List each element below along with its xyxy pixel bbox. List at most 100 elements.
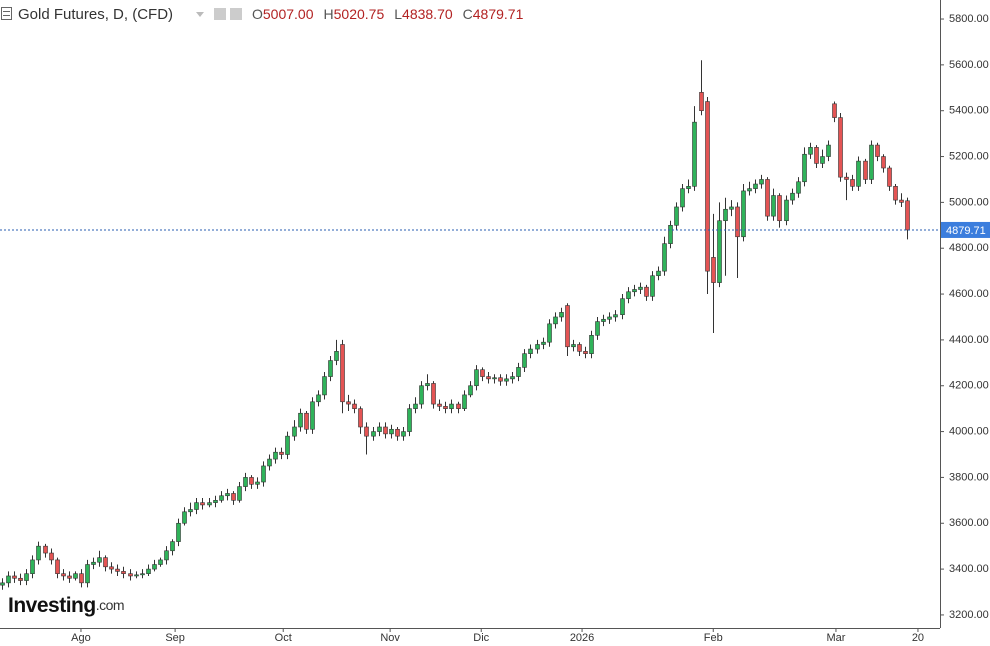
candle-body bbox=[164, 550, 169, 561]
candle-body bbox=[401, 431, 406, 437]
candle-body bbox=[753, 183, 758, 189]
ohlc-label: O bbox=[252, 6, 263, 22]
candle-body bbox=[850, 179, 855, 187]
candle-body bbox=[79, 573, 84, 584]
x-tick-label: Mar bbox=[826, 632, 845, 644]
candle-body bbox=[322, 376, 327, 396]
candle-body bbox=[528, 348, 533, 354]
candle-body bbox=[741, 190, 746, 238]
candle-body bbox=[115, 568, 120, 572]
y-tick-label: 5400.00 bbox=[949, 105, 989, 117]
candle-body bbox=[832, 103, 837, 118]
candle-body bbox=[383, 426, 388, 435]
candle-body bbox=[279, 451, 284, 455]
candle-body bbox=[468, 385, 473, 396]
candle-body bbox=[285, 435, 290, 455]
candle-body bbox=[759, 179, 764, 185]
candle-body bbox=[225, 493, 230, 497]
candle-body bbox=[577, 344, 582, 352]
candle-body bbox=[425, 383, 430, 387]
candle-body bbox=[796, 181, 801, 194]
candle-body bbox=[243, 477, 248, 487]
candle-body bbox=[389, 428, 394, 435]
candle-body bbox=[692, 121, 697, 187]
y-tick-label: 4600.00 bbox=[949, 288, 989, 300]
candle-body bbox=[802, 153, 807, 183]
settings-icon[interactable] bbox=[214, 8, 226, 20]
candle-body bbox=[887, 167, 892, 187]
ohlc-value: 5007.00 bbox=[263, 6, 314, 22]
candle-body bbox=[504, 378, 509, 382]
x-tick-label: Sep bbox=[165, 632, 185, 644]
y-tick-label: 3800.00 bbox=[949, 471, 989, 483]
last-price-label: 4879.71 bbox=[946, 225, 986, 237]
y-tick-label: 4200.00 bbox=[949, 380, 989, 392]
legend: Gold Futures, D, (CFD) O5007.00 H5020.75 L… bbox=[1, 6, 524, 23]
y-tick-label: 4800.00 bbox=[949, 242, 989, 254]
candle-body bbox=[881, 156, 886, 169]
candle-body bbox=[431, 383, 436, 405]
candle-body bbox=[510, 376, 515, 380]
candle-body bbox=[18, 577, 23, 581]
candle-body bbox=[844, 176, 849, 180]
candle-body bbox=[595, 321, 600, 336]
candle-body bbox=[377, 426, 382, 432]
dropdown-arrow[interactable] bbox=[196, 12, 204, 17]
ohlc-label: H bbox=[324, 6, 334, 22]
candle-body bbox=[152, 564, 157, 570]
y-tick-label: 3400.00 bbox=[949, 563, 989, 575]
candle-body bbox=[298, 412, 303, 428]
hide-icon[interactable] bbox=[230, 8, 242, 20]
candle-body bbox=[565, 305, 570, 348]
candle-body bbox=[304, 412, 309, 430]
candle-body bbox=[449, 403, 454, 409]
candle-body bbox=[856, 160, 861, 187]
candle-body bbox=[91, 561, 96, 565]
candle-body bbox=[905, 200, 910, 231]
candle-body bbox=[607, 316, 612, 320]
y-tick-label: 3600.00 bbox=[949, 517, 989, 529]
candle-body bbox=[358, 408, 363, 428]
candle-body bbox=[255, 481, 260, 485]
candle-body bbox=[765, 179, 770, 217]
candle-body bbox=[310, 401, 315, 430]
ohlc-value: 5020.75 bbox=[334, 6, 385, 22]
candle-body bbox=[267, 458, 272, 467]
candle-body bbox=[838, 117, 843, 178]
candle-body bbox=[729, 206, 734, 210]
menu-icon[interactable] bbox=[1, 7, 12, 20]
candle-body bbox=[820, 156, 825, 164]
candle-body bbox=[292, 426, 297, 437]
candle-body bbox=[407, 408, 412, 432]
candle-body bbox=[109, 566, 114, 570]
watermark: Investing.com bbox=[8, 594, 124, 617]
candle-body bbox=[790, 192, 795, 201]
candle-body bbox=[316, 394, 321, 403]
candle-body bbox=[413, 403, 418, 409]
candle-body bbox=[863, 160, 868, 180]
x-tick-label: Feb bbox=[704, 632, 723, 644]
ohlc-value: 4879.71 bbox=[473, 6, 524, 22]
candle-body bbox=[200, 502, 205, 506]
candle-body bbox=[735, 206, 740, 238]
candle-body bbox=[158, 559, 163, 565]
x-tick-label: Oct bbox=[275, 632, 292, 644]
candle-body bbox=[662, 243, 667, 272]
candle-body bbox=[24, 573, 29, 581]
x-tick-label: 2026 bbox=[570, 632, 594, 644]
y-tick-label: 5800.00 bbox=[949, 13, 989, 25]
candle-body bbox=[188, 509, 193, 513]
candle-body bbox=[43, 545, 48, 554]
candle-body bbox=[249, 477, 254, 485]
candle-body bbox=[589, 335, 594, 354]
candle-body bbox=[85, 564, 90, 584]
candle-body bbox=[632, 289, 637, 293]
candle-body bbox=[644, 286, 649, 297]
candle-body bbox=[67, 575, 72, 579]
candle-body bbox=[261, 465, 266, 483]
chart-title: Gold Futures, D, (CFD) bbox=[18, 6, 173, 23]
candle-body bbox=[146, 568, 151, 574]
candle-body bbox=[875, 144, 880, 157]
candle-body bbox=[899, 199, 904, 203]
